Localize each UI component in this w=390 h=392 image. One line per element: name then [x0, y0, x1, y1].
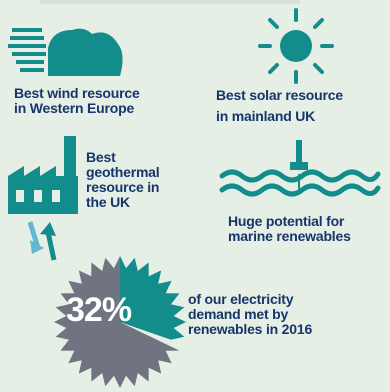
electricity-percentage: 32% — [66, 291, 132, 329]
gear-renewables-slice — [120, 256, 186, 340]
wind-cloud-icon — [8, 28, 123, 76]
geothermal-label: Best geothermal resource in the UK — [86, 149, 160, 210]
wave-buoy-icon — [219, 140, 381, 197]
sun-icon — [258, 8, 334, 84]
gear-remainder-slice — [54, 256, 180, 388]
solar-label: Best solar resource in mainland UK — [216, 87, 343, 124]
wind-label: Best wind resource in Western Europe — [14, 85, 140, 116]
gear-pie-icon — [54, 256, 186, 388]
electricity-label: of our electricity demand met by renewab… — [188, 291, 313, 337]
factory-geothermal-icon — [8, 136, 78, 261]
marine-label: Huge potential for marine renewables — [228, 213, 351, 244]
top-heading-remnant — [40, 0, 300, 4]
